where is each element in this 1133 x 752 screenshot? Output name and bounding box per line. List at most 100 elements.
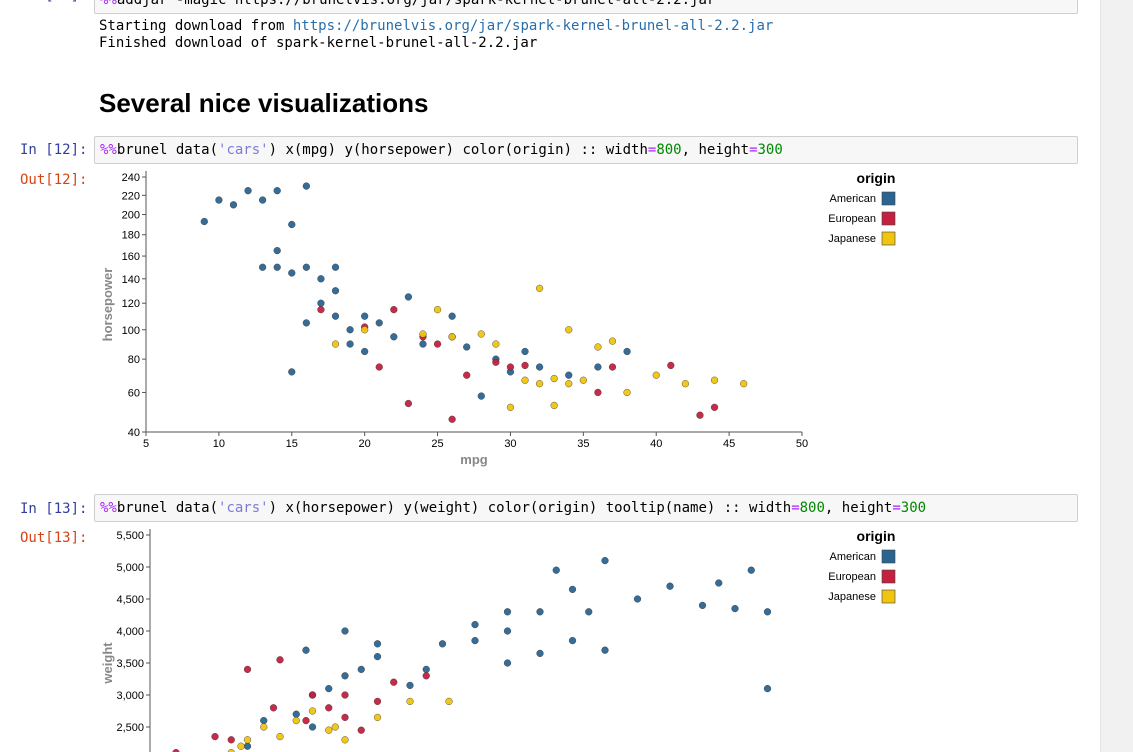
legend-swatch <box>881 569 896 584</box>
point <box>243 665 252 674</box>
point <box>601 556 609 565</box>
code-token: 'cars' <box>218 500 269 516</box>
point <box>292 717 300 725</box>
y-tick-label: 140 <box>122 274 140 286</box>
code-token: addjar -magic https://brunelvis.org/jar/… <box>116 0 716 8</box>
point <box>373 653 382 661</box>
code-cell[interactable]: %%brunel data('cars') x(mpg) y(horsepowe… <box>94 136 1078 164</box>
y-tick-label: 5,500 <box>116 530 144 542</box>
point <box>302 182 310 190</box>
code-cell[interactable]: %%addjar -magic https://brunelvis.org/ja… <box>94 0 1078 14</box>
y-tick-label: 220 <box>122 190 140 202</box>
code-token: 'cars' <box>218 142 269 158</box>
point <box>521 361 529 370</box>
point <box>740 380 748 388</box>
point <box>633 595 642 603</box>
point <box>317 275 325 283</box>
output-line: Finished download of spark-kernel-brunel… <box>99 35 538 51</box>
point <box>390 333 398 341</box>
point <box>373 640 382 648</box>
point <box>259 263 267 271</box>
y-tick-label: 2,500 <box>116 722 144 734</box>
point <box>390 678 398 686</box>
point <box>227 736 235 744</box>
point <box>260 717 268 725</box>
prompt: In [13]: <box>20 501 88 517</box>
point <box>552 566 560 574</box>
point <box>521 347 529 356</box>
point <box>276 656 284 664</box>
legend-label: Japanese <box>828 233 876 245</box>
point <box>463 343 471 351</box>
point <box>422 665 430 674</box>
legend-title: origin <box>857 528 896 544</box>
point <box>375 363 383 371</box>
point <box>503 627 512 635</box>
point <box>681 380 689 388</box>
y-tick-label: 4,500 <box>116 594 144 606</box>
point <box>471 636 479 645</box>
link[interactable]: https://brunelvis.org/jar/spark-kernel-b… <box>292 18 774 34</box>
point <box>331 723 339 731</box>
point <box>506 363 515 371</box>
point <box>237 742 245 750</box>
x-tick-label: 15 <box>286 438 298 450</box>
point <box>357 726 365 734</box>
point <box>341 691 349 699</box>
point <box>710 376 719 384</box>
y-axis-label: horsepower <box>100 268 115 342</box>
y-tick-label: 40 <box>128 427 140 439</box>
code-token: ) x(mpg) y(horsepower) color(origin) :: … <box>268 142 648 158</box>
legend-title: origin <box>857 170 896 186</box>
x-tick-label: 25 <box>431 438 443 450</box>
point <box>579 376 587 384</box>
legend-label: Japanese <box>828 591 876 603</box>
point <box>404 399 413 408</box>
point <box>269 704 278 712</box>
y-tick-label: 60 <box>128 387 140 399</box>
point <box>244 187 252 195</box>
y-tick-label: 5,000 <box>116 562 144 574</box>
code-token: = <box>749 142 758 158</box>
code-cell[interactable]: %%brunel data('cars') x(horsepower) y(we… <box>94 494 1078 522</box>
point <box>438 640 447 648</box>
point <box>594 343 602 351</box>
y-tick-label: 100 <box>122 325 140 337</box>
point <box>565 380 573 388</box>
point <box>594 388 602 397</box>
point <box>331 263 340 271</box>
output-line: Starting download from https://brunelvis… <box>99 18 773 34</box>
point <box>317 306 325 314</box>
chart: 40 60 80 100 120 140 160 180 200 220 240 5 10 15 20 25 3… <box>100 170 896 467</box>
point <box>763 685 772 693</box>
point <box>731 604 739 613</box>
point <box>477 330 485 338</box>
code-token: 800 <box>799 500 825 516</box>
point <box>536 363 544 371</box>
point <box>229 201 238 209</box>
code-token: = <box>791 500 800 516</box>
point <box>521 376 529 384</box>
point <box>594 363 602 371</box>
point <box>550 401 558 410</box>
y-tick-label: 4,000 <box>116 626 144 638</box>
point <box>747 566 755 574</box>
code-token: , height <box>681 142 750 158</box>
point <box>696 411 704 419</box>
point <box>331 312 340 320</box>
point <box>406 697 414 706</box>
point <box>550 374 558 383</box>
output-text: Starting download from <box>99 18 293 34</box>
point <box>536 649 544 657</box>
legend-swatch <box>881 231 896 246</box>
x-tick-label: 10 <box>213 438 225 450</box>
prompt: In [12]: <box>20 142 88 158</box>
point <box>536 380 544 388</box>
point <box>288 220 296 229</box>
code-token: 800 <box>656 142 682 158</box>
scrollbar[interactable] <box>1100 0 1133 752</box>
point <box>623 347 631 356</box>
point <box>422 672 430 680</box>
point <box>357 665 365 674</box>
point <box>243 742 252 750</box>
